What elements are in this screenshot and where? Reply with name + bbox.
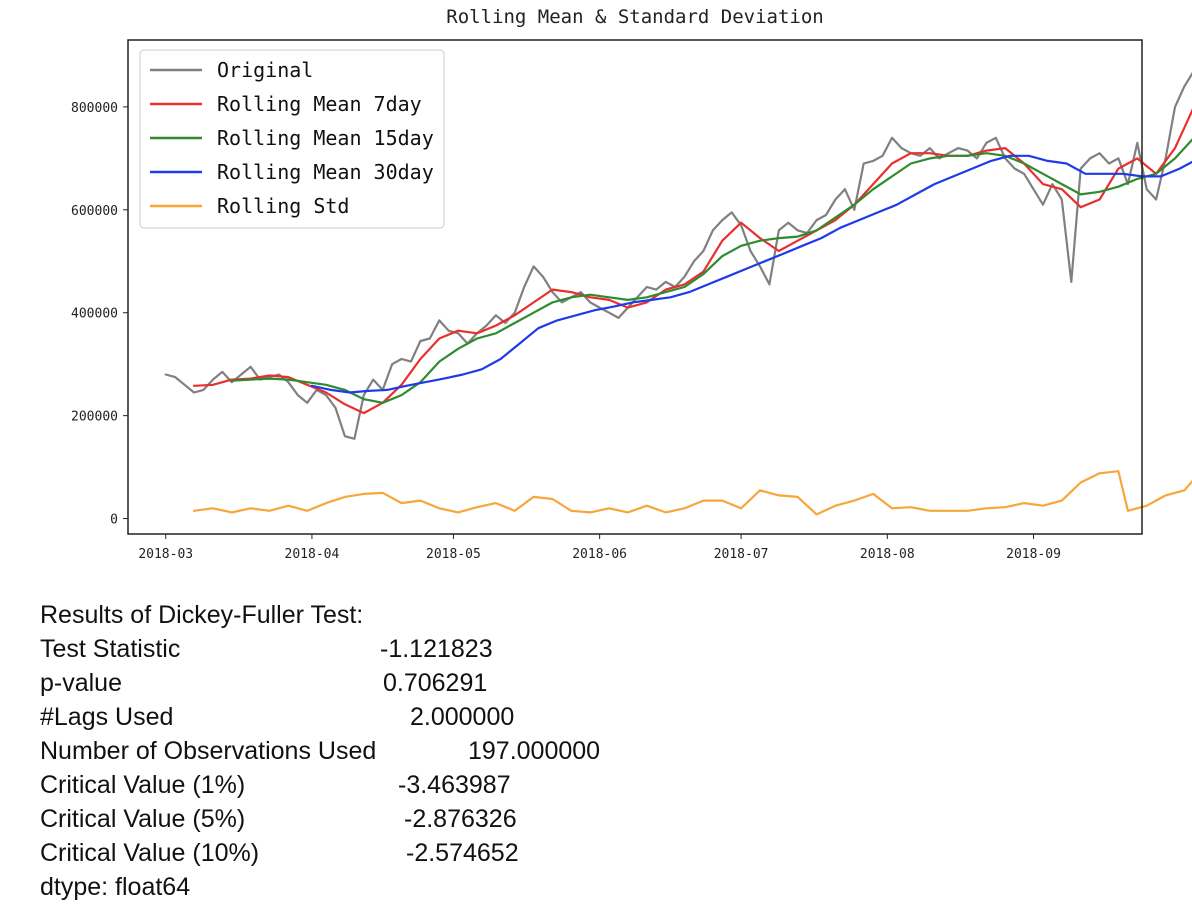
result-label: p-value bbox=[40, 669, 122, 697]
chart-title: Rolling Mean & Standard Deviation bbox=[446, 6, 824, 28]
x-tick-label: 2018-04 bbox=[285, 547, 340, 562]
plot-frame bbox=[127, 39, 1143, 535]
result-label: Critical Value (10%) bbox=[40, 839, 260, 867]
x-tick-label: 2018-07 bbox=[714, 547, 769, 562]
result-value: 2.000000 bbox=[410, 703, 515, 731]
y-axis: 0 200000 400000 600000 800000 bbox=[71, 101, 128, 528]
x-tick-label: 2018-08 bbox=[860, 547, 915, 562]
legend-label: Rolling Mean 15day bbox=[217, 126, 434, 150]
series-line-rolling-mean-30day bbox=[310, 154, 1192, 394]
result-value: -1.121823 bbox=[380, 635, 493, 663]
result-label: Critical Value (1%) bbox=[40, 771, 246, 799]
y-tick-label: 800000 bbox=[71, 101, 118, 116]
result-label: #Lags Used bbox=[40, 703, 174, 731]
series-line-rolling-mean-15day bbox=[230, 138, 1192, 404]
legend-label: Rolling Std bbox=[217, 194, 349, 218]
legend: Original Rolling Mean 7day Rolling Mean 15… bbox=[139, 49, 445, 229]
x-tick-label: 2018-09 bbox=[1006, 547, 1061, 562]
series-layer bbox=[164, 71, 1192, 516]
series-line-rolling-std bbox=[192, 470, 1192, 516]
result-value: -3.463987 bbox=[398, 771, 511, 799]
legend-label: Rolling Mean 7day bbox=[217, 92, 422, 116]
y-tick-label: 200000 bbox=[71, 410, 118, 425]
legend-label: Rolling Mean 30day bbox=[217, 160, 434, 184]
y-tick-label: 0 bbox=[110, 513, 118, 528]
result-label: Number of Observations Used bbox=[40, 737, 377, 765]
series-line-rolling-mean-7day bbox=[192, 108, 1192, 415]
result-value: 0.706291 bbox=[383, 669, 488, 697]
x-tick-label: 2018-06 bbox=[572, 547, 627, 562]
x-axis: 2018-03 2018-04 2018-05 2018-06 2018-07 2018-… bbox=[138, 534, 1061, 562]
y-tick-label: 400000 bbox=[71, 307, 118, 322]
results-header: Results of Dickey-Fuller Test: bbox=[40, 601, 364, 629]
x-tick-label: 2018-05 bbox=[426, 547, 481, 562]
result-label: Test Statistic bbox=[40, 635, 181, 663]
y-tick-label: 600000 bbox=[71, 204, 118, 219]
legend-box bbox=[139, 49, 445, 229]
result-value: -2.876326 bbox=[404, 805, 517, 833]
result-value: 197.000000 bbox=[468, 737, 601, 765]
series-line-original bbox=[164, 71, 1192, 440]
result-label: Critical Value (5%) bbox=[40, 805, 246, 833]
x-tick-label: 2018-03 bbox=[138, 547, 193, 562]
rolling-stats-chart: Rolling Mean & Standard Deviation 2018-0… bbox=[71, 6, 1192, 562]
results-footer: dtype: float64 bbox=[40, 873, 191, 901]
result-value: -2.574652 bbox=[406, 839, 519, 867]
legend-label: Original bbox=[217, 58, 313, 82]
